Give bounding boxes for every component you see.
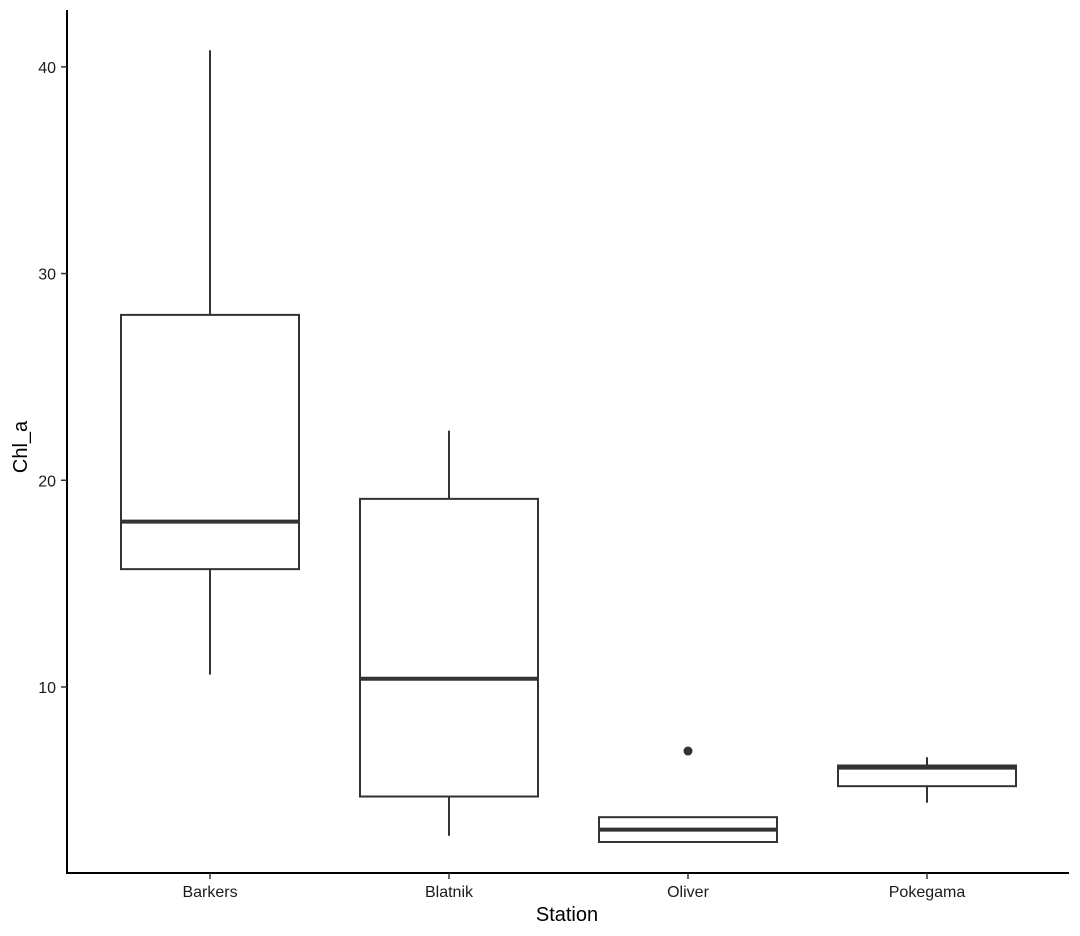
y-tick-label: 30 xyxy=(38,267,56,284)
box-pokegama xyxy=(837,757,1017,803)
box-rect xyxy=(120,313,300,571)
x-tick-label: Pokegama xyxy=(889,884,966,901)
box-oliver xyxy=(598,746,778,843)
box-blatnik xyxy=(359,430,539,836)
x-tick-label: Barkers xyxy=(182,884,237,901)
y-axis-title: Chl_a xyxy=(10,420,32,473)
x-tick-label: Oliver xyxy=(667,884,709,901)
x-axis-title: Station xyxy=(536,904,598,926)
box-rect xyxy=(359,497,539,798)
plot-elements xyxy=(120,50,1017,843)
outlier-point xyxy=(683,746,693,756)
y-tick-label: 20 xyxy=(38,473,56,490)
x-axis-ticks: Barkers Blatnik Oliver Pokegama xyxy=(182,873,965,901)
box-barkers xyxy=(120,50,300,675)
y-tick-label: 40 xyxy=(38,60,56,77)
box-rect xyxy=(837,764,1017,788)
y-tick-label: 10 xyxy=(38,680,56,697)
x-tick-label: Blatnik xyxy=(425,884,474,901)
y-axis-ticks: 10 20 30 40 xyxy=(38,60,67,697)
